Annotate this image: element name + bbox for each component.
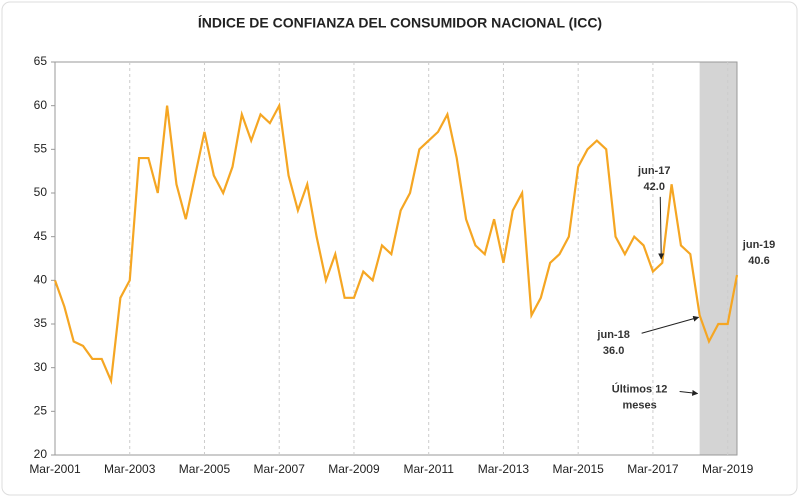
x-tick-label: Mar-2003 <box>104 462 156 476</box>
y-tick-label: 55 <box>34 142 48 156</box>
y-tick-label: 45 <box>34 229 48 243</box>
x-tick-label: Mar-2005 <box>179 462 231 476</box>
shade-arrow <box>679 389 699 396</box>
y-tick-label: 20 <box>34 447 48 461</box>
shade-label: Últimos 12 meses <box>612 382 668 411</box>
y-tick-label: 65 <box>34 54 48 68</box>
annotation-label: jun-18 <box>596 329 629 341</box>
x-tick-label: Mar-2007 <box>254 462 306 476</box>
y-tick-label: 60 <box>34 98 48 112</box>
annotation-value: 42.0 <box>644 181 665 193</box>
y-tick-label: 25 <box>34 404 48 418</box>
x-tick-label: Mar-2019 <box>702 462 754 476</box>
annotation-value: 40.6 <box>748 255 769 267</box>
x-tick-label: Mar-2011 <box>403 462 454 476</box>
annotation-arrow <box>641 315 700 334</box>
x-tick-label: Mar-2001 <box>29 462 81 476</box>
line <box>53 102 739 386</box>
y-tick-label: 50 <box>34 185 48 199</box>
x-tick-label: Mar-2013 <box>478 462 530 476</box>
annotation-arrow <box>658 196 665 260</box>
y-tick-label: 40 <box>34 273 48 287</box>
annotation-label: jun-19 <box>742 239 775 251</box>
x-tick-label: Mar-2017 <box>627 462 679 476</box>
x-tick-label: Mar-2015 <box>552 462 604 476</box>
chart-title: ÍNDICE DE CONFIANZA DEL CONSUMIDOR NACIO… <box>198 15 602 31</box>
y-tick-label: 30 <box>34 360 48 374</box>
x-tick-label: Mar-2009 <box>328 462 380 476</box>
y-tick-label: 35 <box>34 316 48 330</box>
annotation-value: 36.0 <box>603 345 624 357</box>
shade-region <box>699 62 737 455</box>
annotation-label: jun-17 <box>637 165 670 177</box>
plot-area <box>54 61 738 456</box>
